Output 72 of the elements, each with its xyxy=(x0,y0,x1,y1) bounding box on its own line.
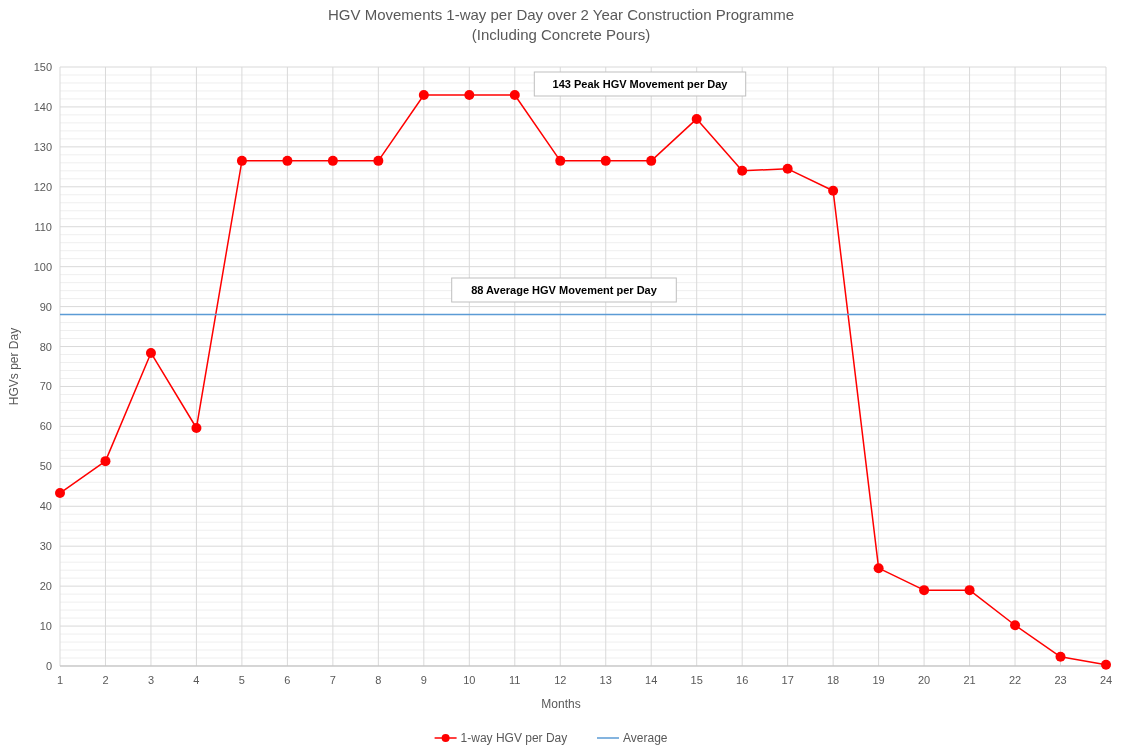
chart-subtitle: (Including Concrete Pours) xyxy=(471,26,651,43)
point xyxy=(145,347,156,358)
x-tick-label: 15 xyxy=(690,674,703,686)
y-tick-label: 80 xyxy=(39,340,52,353)
x-tick-label: 1 xyxy=(56,674,64,686)
y-tick-label: 40 xyxy=(39,500,52,513)
point xyxy=(282,155,293,166)
x-tick-label: 21 xyxy=(963,674,976,686)
y-tick-label: 0 xyxy=(45,660,52,672)
x-tick-label: 16 xyxy=(736,674,749,686)
point xyxy=(373,155,384,166)
y-tick-label: 60 xyxy=(39,420,52,433)
x-tick-label: 23 xyxy=(1054,674,1067,686)
point xyxy=(919,585,930,596)
x-tick-label: 11 xyxy=(509,674,521,686)
point xyxy=(55,488,65,499)
point xyxy=(191,423,202,433)
x-tick-label: 24 xyxy=(1099,674,1113,686)
x-tick-label: 2 xyxy=(102,674,109,686)
point xyxy=(646,155,657,166)
y-tick-label: 100 xyxy=(33,260,52,273)
y-axis-title: HGVs per Day xyxy=(7,327,21,406)
y-tick-label: 10 xyxy=(39,620,52,633)
x-tick-label: 4 xyxy=(193,674,200,686)
x-tick-label: 18 xyxy=(827,674,840,686)
x-tick-label: 8 xyxy=(375,674,382,686)
point xyxy=(236,155,247,166)
point xyxy=(1101,659,1111,670)
point xyxy=(327,155,338,166)
point xyxy=(464,89,475,100)
point xyxy=(1055,651,1066,662)
x-tick-label: 20 xyxy=(917,674,931,686)
y-tick-label: 30 xyxy=(39,540,52,553)
point xyxy=(737,165,748,176)
x-axis-title: Months xyxy=(541,697,581,711)
x-tick-label: 19 xyxy=(872,674,885,686)
x-tick-label: 17 xyxy=(781,674,794,686)
point xyxy=(418,89,429,100)
x-tick-label: 7 xyxy=(329,674,336,686)
y-tick-label: 110 xyxy=(34,220,52,233)
x-tick-label: 12 xyxy=(554,674,567,686)
point xyxy=(600,155,611,166)
y-tick-label: 130 xyxy=(33,140,52,153)
x-tick-label: 10 xyxy=(463,674,476,686)
chart-title: HGV Movements 1-way per Day over 2 Year Construction Programme xyxy=(327,6,795,23)
point xyxy=(1010,620,1021,631)
y-tick-label: 70 xyxy=(39,380,52,393)
point xyxy=(100,456,111,467)
y-tick-label: 20 xyxy=(39,580,52,593)
annotation: 88 Average HGV Movement per Day xyxy=(471,284,658,296)
y-tick-label: 50 xyxy=(39,460,52,473)
x-tick-label: 14 xyxy=(645,674,658,686)
point xyxy=(555,155,566,166)
x-tick-label: 5 xyxy=(238,674,245,686)
point xyxy=(964,585,975,596)
annotation: 143 Peak HGV Movement per Day xyxy=(552,78,729,90)
x-tick-label: 22 xyxy=(1008,674,1022,686)
legend-label: Average xyxy=(623,731,668,745)
x-tick-label: 6 xyxy=(284,674,291,686)
point xyxy=(873,563,884,574)
y-tick-label: 150 xyxy=(33,61,52,73)
x-tick-label: 9 xyxy=(420,674,427,686)
y-tick-label: 120 xyxy=(33,180,52,193)
y-tick-label: 90 xyxy=(39,300,52,313)
point xyxy=(782,163,793,174)
point xyxy=(828,185,839,196)
x-tick-label: 13 xyxy=(599,674,612,686)
legend-label: 1-way HGV per Day xyxy=(460,731,568,745)
x-tick-label: 3 xyxy=(147,674,155,686)
point xyxy=(509,89,520,100)
point xyxy=(691,113,702,124)
y-tick-label: 140 xyxy=(33,100,52,113)
